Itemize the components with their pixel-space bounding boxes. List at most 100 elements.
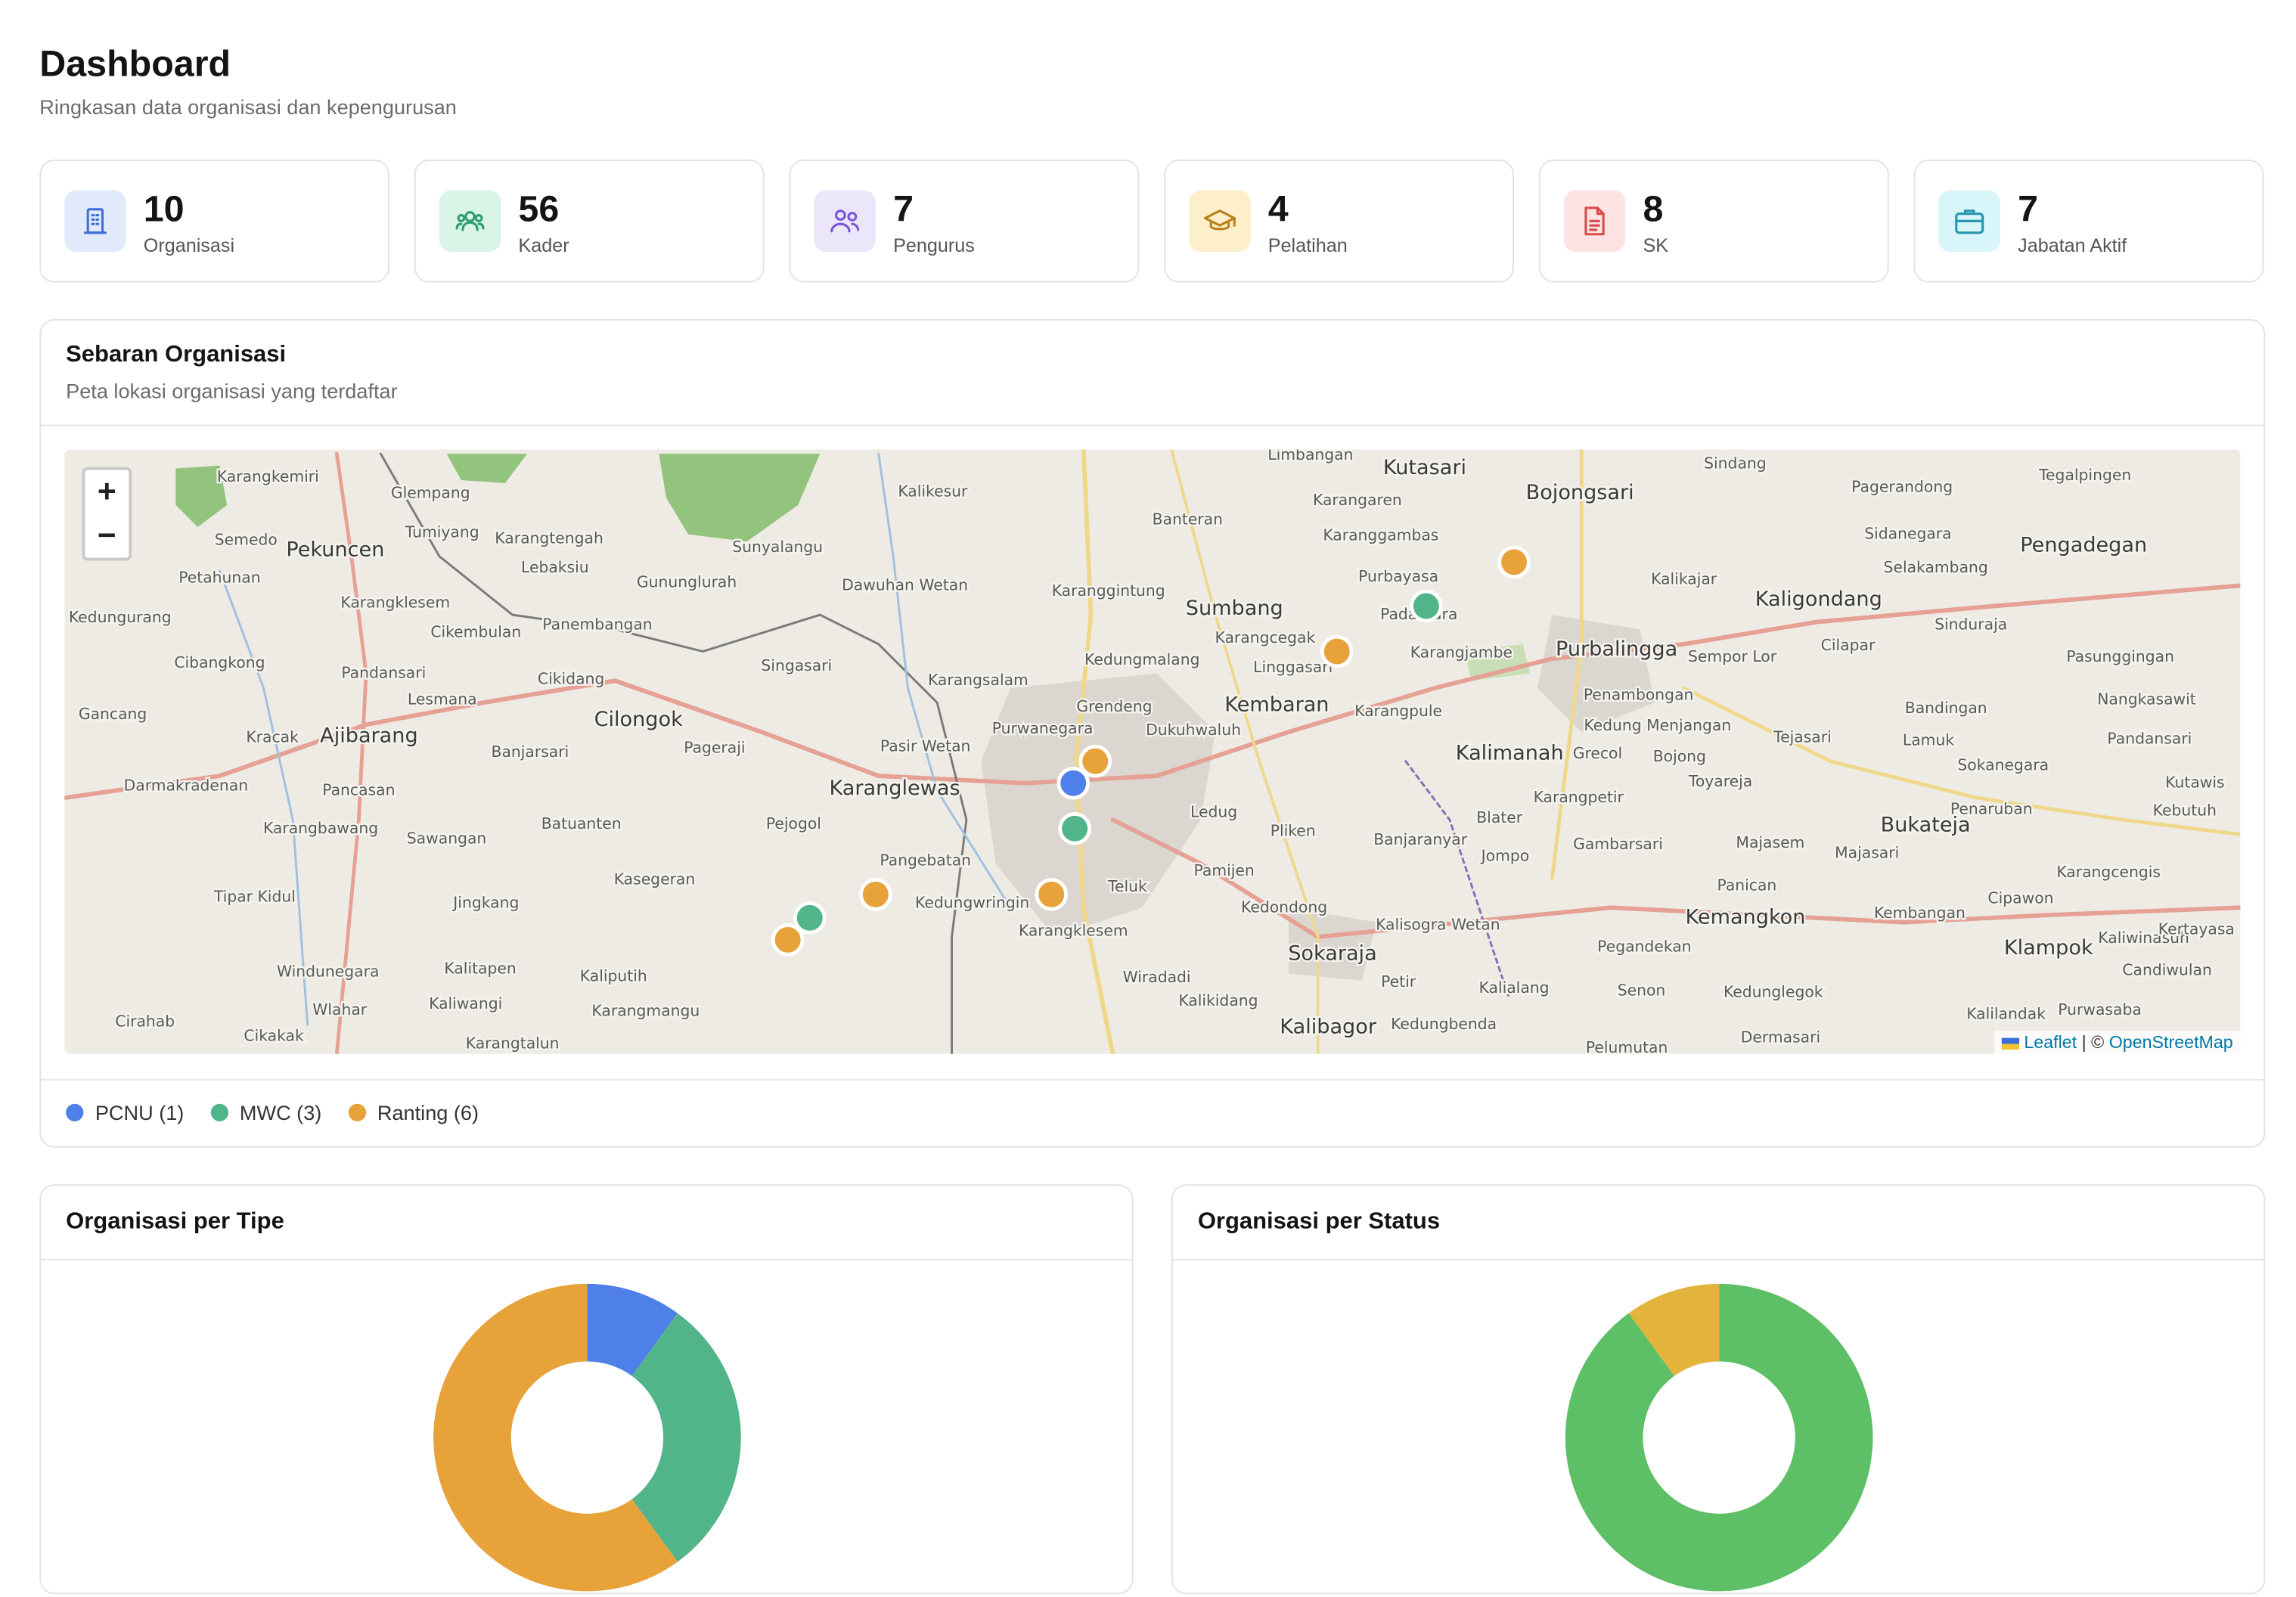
place-label: Kembaran (1224, 693, 1329, 717)
place-label: Karanggambas (1323, 526, 1438, 544)
legend-swatch (210, 1103, 228, 1121)
stat-card: 7 Jabatan Aktif (1913, 160, 2264, 283)
place-label: Kutasari (1383, 456, 1466, 479)
legend-label: MWC (3) (239, 1100, 322, 1124)
place-label: Candiwulan (2122, 961, 2212, 979)
map-marker[interactable] (1058, 811, 1091, 845)
map-marker[interactable] (1497, 545, 1531, 579)
leaflet-link[interactable]: Leaflet (2024, 1031, 2077, 1053)
donut-chart (433, 1283, 741, 1592)
place-label: Sinduraja (1935, 616, 2007, 634)
place-label: Sunyalangu (732, 538, 823, 556)
place-label: Pageraji (684, 738, 745, 756)
place-label: Petir (1381, 972, 1416, 991)
place-label: Pekuncen (286, 538, 384, 561)
place-label: Jompo (1480, 847, 1530, 865)
zoom-out-button[interactable]: − (82, 513, 132, 561)
place-label: Singasari (761, 656, 832, 674)
donut-segment (433, 1283, 678, 1592)
place-label: Tejasari (1773, 728, 1832, 746)
place-label: Sokanegara (1957, 756, 2049, 774)
stat-value: 56 (518, 188, 560, 230)
place-label: Grecol (1573, 744, 1622, 762)
stat-label: Pengurus (893, 234, 975, 256)
stat-icon (1189, 190, 1251, 252)
place-label: Kutawis (2165, 774, 2224, 792)
place-label: Karangaren (1313, 491, 1402, 509)
place-label: Kaliwangi (429, 994, 502, 1012)
stat-value: 10 (143, 188, 185, 230)
place-label: Gancang (79, 705, 147, 723)
place-label: Kalikesur (898, 482, 968, 500)
map-marker[interactable] (1078, 744, 1112, 778)
place-label: Lesmana (408, 690, 477, 708)
place-label: Kedungbenda (1391, 1015, 1497, 1033)
map-marker[interactable] (793, 901, 827, 935)
stat-label: Kader (518, 234, 569, 256)
place-label: Karangjambe (1410, 643, 1513, 661)
place-label: Karanglewas (829, 777, 960, 800)
map-marker[interactable] (1410, 589, 1443, 623)
place-label: Ajibarang (320, 724, 418, 747)
place-label: Kaliputih (580, 966, 647, 985)
stat-card: 7 Pengurus (789, 160, 1140, 283)
place-label: Tipar Kidul (213, 888, 296, 906)
icon (1955, 209, 1984, 234)
place-label: Kaligondang (1755, 588, 1882, 611)
stat-icon (1938, 190, 2000, 252)
zoom-in-button[interactable]: + (82, 467, 132, 516)
place-label: Cikidang (538, 669, 604, 687)
place-label: Kalitapen (444, 960, 516, 978)
map-marker[interactable] (771, 923, 805, 957)
place-label: Panican (1717, 876, 1777, 894)
map-title: Sebaran Organisasi (66, 343, 287, 367)
stat-label: Jabatan Aktif (2018, 234, 2127, 256)
place-label: Kasegeran (614, 870, 696, 888)
place-label: Pelumutan (1586, 1038, 1668, 1054)
place-label: Sidanegara (1864, 525, 1951, 543)
place-label: Pengadegan (2020, 534, 2147, 557)
place-label: Karangbawang (263, 819, 378, 837)
place-label: Batuanten (541, 814, 622, 833)
place-label: Ledug (1190, 802, 1237, 820)
place-label: Karangcegak (1215, 628, 1316, 647)
map[interactable]: Karangkemiri Glempang Kalikesur Banteran Lim… (64, 449, 2241, 1054)
place-label: Kalikajar (1651, 570, 1717, 588)
place-label: Blater (1476, 808, 1522, 826)
place-label: Bojong (1653, 747, 1706, 765)
roads (64, 449, 2241, 1054)
place-label: Pandansari (2107, 730, 2192, 748)
place-label: Tegalpingen (2038, 466, 2131, 484)
place-label: Linggasari (1253, 658, 1333, 676)
place-label: Pliken (1271, 822, 1316, 840)
donut-segment (587, 1283, 678, 1376)
place-label: Pegandekan (1597, 938, 1691, 956)
divider (41, 1078, 2264, 1081)
place-label: Kembangan (1874, 904, 1966, 922)
place-label: Dukuhwaluh (1146, 721, 1241, 739)
place-label: Karangpule (1354, 702, 1442, 720)
place-label: Kebutuh (2153, 802, 2217, 820)
stat-value: 8 (1643, 188, 1664, 230)
legend-label: PCNU (1) (95, 1100, 185, 1124)
osm-link[interactable]: OpenStreetMap (2108, 1031, 2233, 1053)
place-label: Purwasaba (2058, 1000, 2142, 1019)
place-label: Cirahab (115, 1012, 175, 1030)
map-card: Sebaran Organisasi Peta lokasi organisas… (39, 319, 2266, 1148)
map-tiles: Karangkemiri Glempang Kalikesur Banteran Lim… (64, 449, 2241, 1054)
stat-icon (814, 190, 876, 252)
place-labels: Karangkemiri Glempang Kalikesur Banteran Lim… (67, 449, 2236, 1054)
place-label: Pagerandong (1851, 478, 1953, 496)
map-marker[interactable] (1035, 878, 1068, 911)
legend-item: Ranting (6) (348, 1101, 479, 1124)
icon (1584, 206, 1605, 236)
stat-label: SK (1643, 234, 1669, 256)
place-label: Pasir Wetan (880, 736, 971, 755)
map-marker[interactable] (1320, 634, 1354, 668)
stat-label: Organisasi (143, 234, 235, 256)
map-marker[interactable] (859, 878, 892, 911)
place-label: Limbangan (1267, 449, 1353, 464)
place-label: Pancasan (322, 780, 395, 798)
place-label: Kaliwinasuh (2098, 929, 2189, 947)
map-marker[interactable] (1056, 766, 1091, 800)
